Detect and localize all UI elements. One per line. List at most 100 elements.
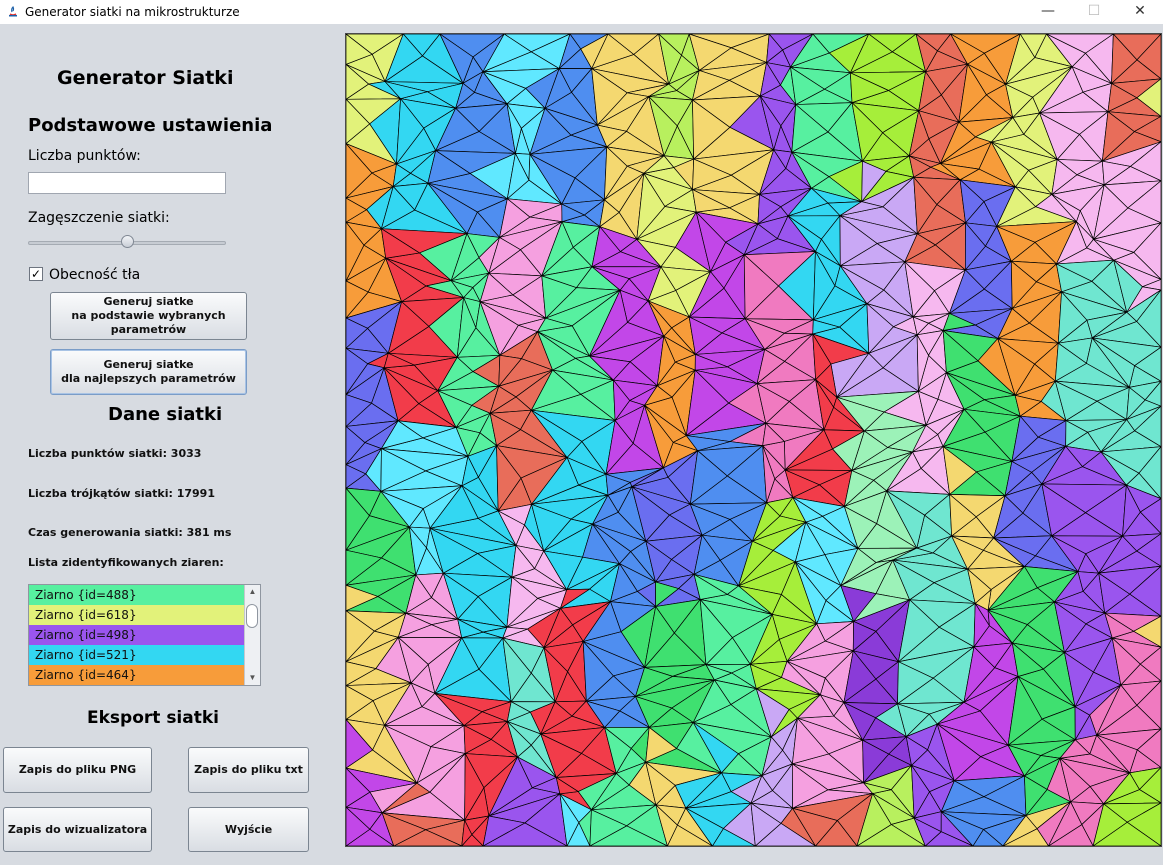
mesh-triangle	[685, 807, 724, 846]
mesh-triangle	[861, 160, 887, 203]
mesh-triangle	[750, 774, 773, 804]
save-txt-button[interactable]: Zapis do pliku txt	[188, 747, 309, 793]
mesh-triangle	[958, 63, 987, 124]
grain-list-item[interactable]: Ziarno {id=464}	[29, 665, 245, 685]
mesh-triangle	[1054, 380, 1098, 422]
mesh-triangle	[506, 576, 539, 629]
mesh-triangle	[885, 489, 925, 550]
scrollbar-thumb[interactable]	[246, 604, 258, 628]
minimize-button[interactable]: —	[1041, 3, 1055, 19]
scroll-down-arrow-icon[interactable]: ▼	[248, 673, 257, 682]
mesh-triangle	[756, 382, 790, 425]
mesh-triangle	[997, 337, 1036, 397]
mesh-triangle	[1103, 772, 1140, 805]
mesh-triangle	[849, 72, 890, 104]
mesh-triangle	[346, 610, 375, 663]
mesh-triangle	[612, 378, 631, 422]
mesh-triangle	[434, 693, 483, 726]
mesh-triangle	[936, 723, 982, 782]
mesh-triangle	[892, 547, 934, 561]
mesh-triangle	[346, 767, 371, 808]
mesh-triangle	[790, 66, 826, 106]
mesh-triangle	[498, 354, 523, 388]
grain-list-item[interactable]: Ziarno {id=521}	[29, 645, 245, 665]
mesh-triangle	[582, 600, 622, 642]
mesh-triangle	[429, 485, 479, 529]
mesh-triangle	[940, 121, 976, 164]
mesh-triangle	[940, 811, 984, 846]
grain-list-item[interactable]: Ziarno {id=498}	[29, 625, 245, 645]
mesh-triangle	[756, 348, 786, 385]
mesh-triangle	[692, 99, 731, 160]
mesh-triangle	[912, 316, 930, 336]
grain-list-item[interactable]: Ziarno {id=618}	[29, 605, 245, 625]
grain-list[interactable]: Ziarno {id=488} Ziarno {id=618} Ziarno {…	[28, 584, 261, 686]
mesh-triangle	[942, 329, 979, 374]
mesh-triangle	[913, 817, 942, 846]
mesh-triangle	[1126, 386, 1146, 421]
mesh-triangle	[1101, 111, 1135, 163]
mesh-triangle	[392, 163, 412, 188]
mesh-triangle	[761, 736, 783, 776]
points-input[interactable]	[28, 172, 226, 194]
mesh-triangle	[531, 409, 583, 458]
mesh-triangle	[1041, 483, 1087, 537]
grain-list-item[interactable]: Ziarno {id=488}	[29, 585, 245, 605]
mesh-triangle	[383, 724, 432, 784]
save-png-button[interactable]: Zapis do pliku PNG	[3, 747, 152, 793]
mesh-triangle	[1038, 112, 1080, 161]
mesh-triangle	[987, 609, 1028, 644]
mesh-triangle	[380, 420, 424, 450]
mesh-triangle	[636, 172, 666, 241]
mesh-triangle	[849, 34, 893, 74]
mesh-triangle	[1007, 744, 1042, 777]
mesh-triangle	[497, 510, 525, 547]
save-visualizer-button[interactable]: Zapis do wizualizatora	[3, 807, 152, 852]
close-button[interactable]: ✕	[1134, 3, 1146, 19]
exit-button[interactable]: Wyjście	[188, 807, 309, 852]
generate-best-button[interactable]: Generuj siatke dla najlepszych parametró…	[50, 349, 247, 395]
mesh-triangle	[380, 448, 427, 492]
mesh-triangle	[559, 793, 580, 846]
mesh-triangle	[693, 534, 721, 575]
scroll-up-arrow-icon[interactable]: ▲	[248, 587, 257, 596]
mesh-triangle	[396, 97, 425, 166]
mesh-triangle	[543, 646, 568, 704]
mesh-triangle	[856, 792, 892, 846]
grain-list-scrollbar[interactable]: ▲ ▼	[244, 585, 260, 685]
mesh-triangle	[529, 107, 572, 155]
mesh-triangle	[645, 726, 678, 763]
mesh-triangle	[588, 355, 631, 381]
mesh-triangle	[993, 495, 1024, 540]
mesh-triangle	[531, 503, 572, 552]
mesh-triangle	[787, 215, 822, 253]
maximize-button[interactable]: ☐	[1087, 3, 1101, 19]
mesh-triangle	[1100, 451, 1140, 486]
mesh-triangle	[916, 334, 929, 392]
mesh-triangle	[645, 761, 676, 806]
mesh-triangle	[346, 584, 379, 612]
background-checkbox[interactable]: ✓	[29, 267, 43, 281]
density-slider-thumb[interactable]	[120, 235, 134, 248]
mesh-triangle	[383, 682, 423, 727]
mesh-triangle	[908, 155, 932, 178]
mesh-triangle	[658, 34, 682, 86]
mesh-triangle	[482, 34, 532, 73]
grain-list-label: Lista zidentyfikowanych ziaren:	[28, 556, 224, 569]
title-bar: Generator siatki na mikrostrukturze — ☐ …	[0, 0, 1163, 24]
mesh-triangle	[812, 250, 836, 322]
mesh-triangle	[530, 369, 582, 411]
mesh-triangle	[488, 236, 522, 275]
mesh-triangle	[789, 34, 830, 68]
mesh-triangle	[946, 372, 985, 410]
mesh-triangle	[794, 521, 826, 563]
mesh-triangle	[346, 394, 373, 427]
generate-params-button[interactable]: Generuj siatke na podstawie wybranych pa…	[50, 292, 247, 340]
mesh-triangle	[839, 214, 878, 267]
mesh-triangle	[759, 148, 787, 195]
background-checkbox-label[interactable]: Obecność tła	[49, 267, 141, 283]
mesh-triangle	[912, 424, 939, 453]
mesh-triangle	[913, 176, 938, 235]
mesh-triangle	[540, 733, 583, 779]
mesh-triangle	[1111, 637, 1141, 686]
